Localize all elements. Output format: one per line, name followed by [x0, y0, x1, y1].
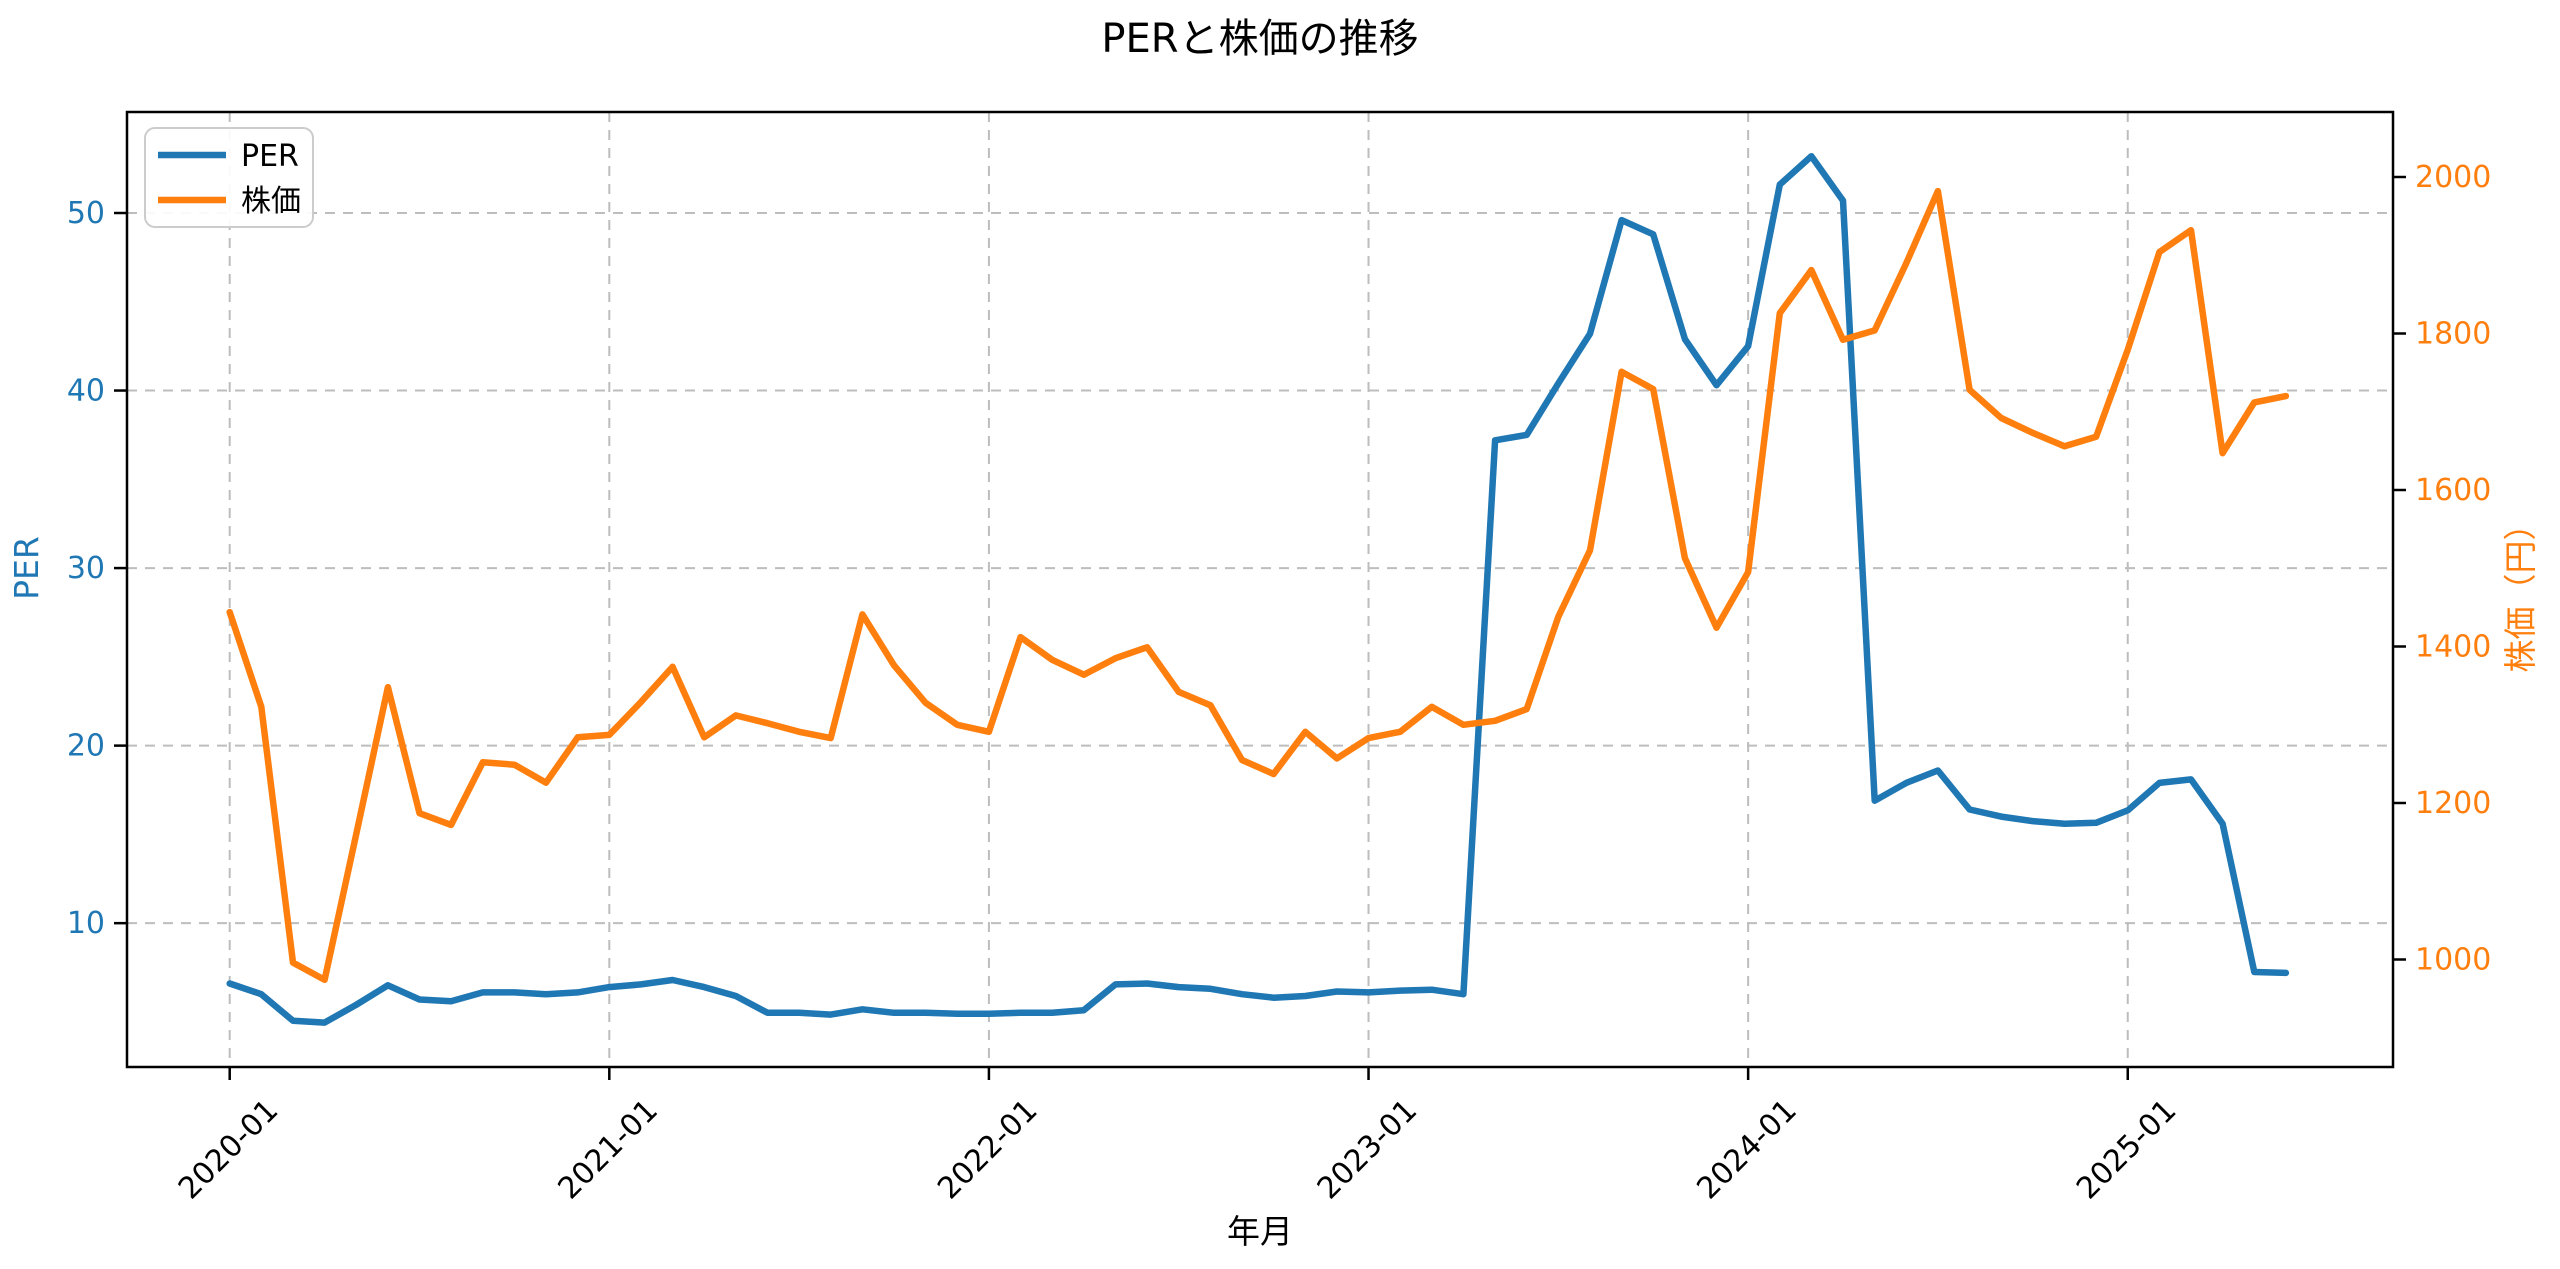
axes-layer: [125, 110, 2395, 1069]
right-tick-label: 1000: [2415, 943, 2491, 978]
right-tick-label: 1600: [2415, 473, 2491, 508]
left-tick-label: 40: [67, 374, 105, 409]
left-tick-label: 50: [67, 196, 105, 231]
x-tick-label: 2024-01: [1690, 1093, 1803, 1206]
plot-border: [125, 110, 2395, 1069]
right-tick-label: 2000: [2415, 160, 2491, 195]
legend-label-per: PER: [241, 139, 299, 174]
x-tick-label: 2025-01: [2070, 1093, 2183, 1206]
legend-label-price: 株価: [241, 184, 301, 219]
per-line: [226, 152, 2290, 1026]
series-layer: [226, 152, 2290, 1026]
x-tick-label: 2021-01: [552, 1093, 665, 1206]
left-tick-label: 10: [67, 906, 105, 941]
chart-title: PERと株価の推移: [1101, 16, 1418, 62]
legend: PER 株価: [144, 127, 314, 228]
grid-layer: [127, 112, 2393, 1067]
left-tick-label: 30: [67, 551, 105, 586]
right-tick-label: 1200: [2415, 786, 2491, 821]
x-tick-label: 2023-01: [1311, 1093, 1424, 1206]
right-tick-label: 1800: [2415, 317, 2491, 352]
right-axis-label: 株価（円）: [2501, 508, 2540, 673]
x-tick-label: 2020-01: [172, 1093, 285, 1206]
x-axis-label: 年月: [1227, 1212, 1293, 1251]
price-line: [226, 187, 2290, 984]
left-axis-label: PER: [7, 536, 46, 600]
x-tick-label: 2022-01: [931, 1093, 1044, 1206]
right-tick-label: 1400: [2415, 630, 2491, 665]
left-tick-label: 20: [67, 729, 105, 764]
